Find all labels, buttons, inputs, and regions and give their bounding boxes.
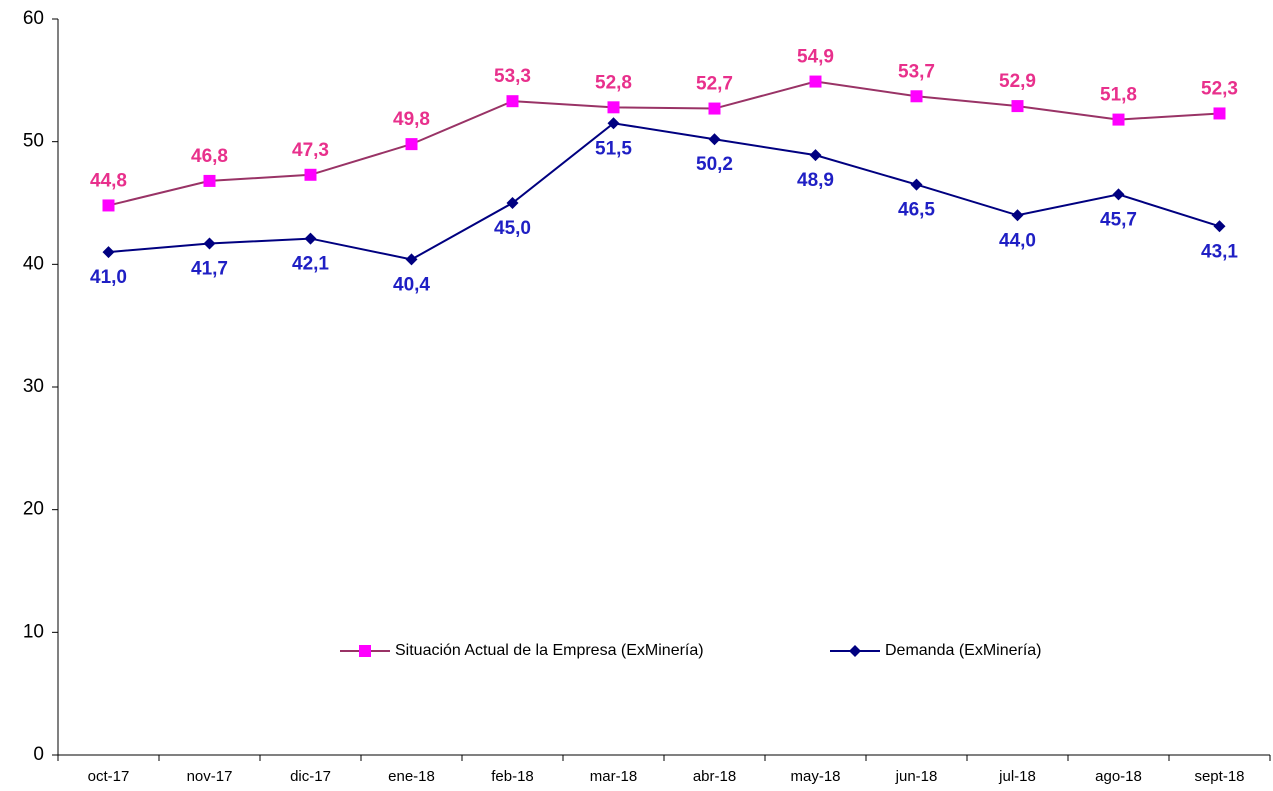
x-tick-label: dic-17 bbox=[290, 768, 331, 785]
data-label: 44,0 bbox=[999, 230, 1036, 251]
data-label: 44,8 bbox=[90, 170, 127, 191]
y-tick-label: 20 bbox=[23, 499, 44, 520]
data-point bbox=[708, 102, 721, 115]
data-point bbox=[809, 75, 822, 88]
data-label: 42,1 bbox=[292, 254, 329, 275]
data-point bbox=[1213, 220, 1226, 233]
data-point bbox=[203, 174, 216, 187]
data-point bbox=[809, 149, 822, 162]
data-point bbox=[304, 232, 317, 245]
data-label: 45,0 bbox=[494, 218, 531, 239]
x-tick-label: sept-18 bbox=[1194, 768, 1244, 785]
x-tick-label: ago-18 bbox=[1095, 768, 1142, 785]
data-label: 52,3 bbox=[1201, 78, 1238, 99]
data-point bbox=[1213, 107, 1226, 120]
legend-marker bbox=[359, 645, 371, 657]
data-point bbox=[102, 246, 115, 259]
data-label: 47,3 bbox=[292, 140, 329, 161]
data-label: 41,0 bbox=[90, 267, 127, 288]
data-point bbox=[1112, 113, 1125, 126]
x-tick-label: ene-18 bbox=[388, 768, 435, 785]
data-label: 51,5 bbox=[595, 138, 632, 159]
data-point bbox=[506, 95, 519, 108]
data-label: 43,1 bbox=[1201, 241, 1238, 262]
data-point bbox=[102, 199, 115, 212]
x-tick-label: mar-18 bbox=[590, 768, 638, 785]
series-line bbox=[108, 80, 1220, 207]
data-point bbox=[405, 138, 418, 151]
legend-label: Demanda (ExMinería) bbox=[885, 642, 1042, 659]
x-tick-label: jun-18 bbox=[895, 768, 938, 785]
data-point bbox=[607, 101, 620, 114]
data-label: 41,7 bbox=[191, 258, 228, 279]
data-point bbox=[1011, 209, 1024, 222]
data-point bbox=[708, 133, 721, 146]
series-line bbox=[108, 122, 1220, 261]
data-point bbox=[405, 253, 418, 266]
data-point bbox=[203, 237, 216, 250]
y-tick-label: 10 bbox=[23, 621, 44, 642]
data-label: 48,9 bbox=[797, 170, 834, 191]
legend-marker bbox=[849, 645, 861, 657]
y-tick-label: 30 bbox=[23, 376, 44, 397]
x-tick-label: abr-18 bbox=[693, 768, 736, 785]
legend-label: Situación Actual de la Empresa (ExMinerí… bbox=[395, 642, 704, 659]
data-point bbox=[607, 117, 620, 130]
data-point bbox=[506, 197, 519, 209]
data-label: 54,9 bbox=[797, 47, 834, 68]
data-label: 52,9 bbox=[999, 71, 1036, 92]
data-label: 52,7 bbox=[696, 74, 733, 95]
data-point bbox=[910, 90, 923, 103]
x-tick-label: jul-18 bbox=[998, 768, 1036, 785]
y-tick-label: 40 bbox=[23, 253, 44, 274]
data-label: 52,8 bbox=[595, 72, 632, 93]
data-label: 45,7 bbox=[1100, 209, 1137, 230]
data-point bbox=[1011, 100, 1024, 113]
x-tick-label: may-18 bbox=[790, 768, 840, 785]
y-tick-label: 0 bbox=[33, 744, 44, 765]
x-tick-label: oct-17 bbox=[88, 768, 130, 785]
y-tick-label: 50 bbox=[23, 131, 44, 152]
data-point bbox=[304, 168, 317, 181]
data-point bbox=[910, 178, 923, 191]
x-tick-label: nov-17 bbox=[187, 768, 233, 785]
data-label: 53,7 bbox=[898, 61, 935, 82]
data-label: 40,4 bbox=[393, 274, 430, 295]
data-label: 46,5 bbox=[898, 200, 935, 221]
data-label: 51,8 bbox=[1100, 85, 1137, 106]
data-label: 49,8 bbox=[393, 109, 430, 130]
data-label: 50,2 bbox=[696, 154, 733, 175]
data-label: 53,3 bbox=[494, 66, 531, 87]
x-tick-label: feb-18 bbox=[491, 768, 534, 785]
y-tick-label: 60 bbox=[23, 8, 44, 29]
data-point bbox=[1112, 188, 1125, 201]
data-label: 46,8 bbox=[191, 146, 228, 167]
